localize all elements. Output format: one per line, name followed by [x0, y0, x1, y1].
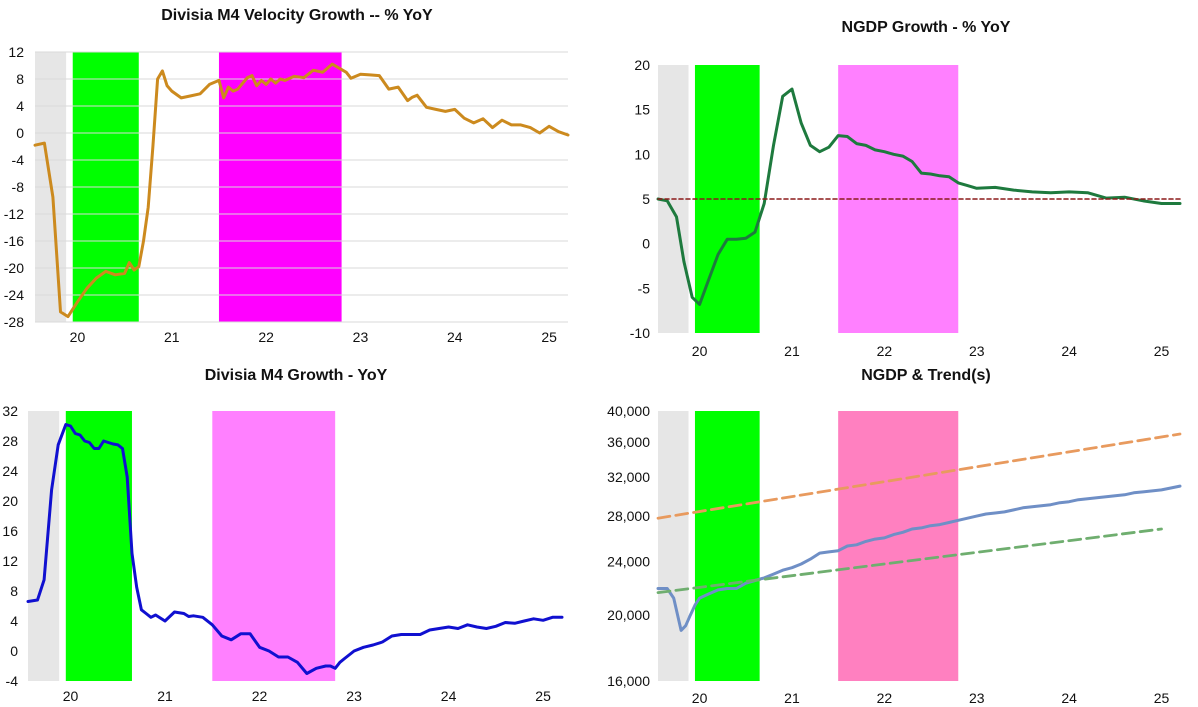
chart-title: NGDP & Trend(s)	[861, 367, 991, 384]
y-tick-label: 0	[16, 125, 24, 141]
chart-title: Divisia M4 Growth - YoY	[205, 367, 388, 384]
y-tick-label: 24,000	[607, 554, 650, 570]
plot-area: 12 8 4 0 -4 -8 -12 -16 -20 -24 -28 20 21 22 23 24 25	[4, 44, 570, 345]
y-tick-label: 4	[16, 98, 24, 114]
y-tick-label: -8	[12, 179, 25, 195]
x-tick-label: 23	[346, 688, 362, 704]
y-tick-label: 40,000	[607, 403, 650, 419]
x-tick-label: 22	[252, 688, 268, 704]
y-tick-label: 15	[634, 102, 650, 118]
y-tick-label: -5	[638, 280, 651, 296]
y-tick-label: 32,000	[607, 469, 650, 485]
y-tick-label: 16,000	[607, 673, 650, 689]
y-tick-label: 0	[642, 236, 650, 252]
x-tick-label: 25	[541, 329, 557, 345]
x-tick-label: 23	[969, 690, 985, 706]
y-tick-label: 12	[2, 553, 18, 569]
shaded-period-gray	[658, 411, 689, 681]
x-tick-label: 21	[784, 690, 800, 706]
x-tick-label: 23	[969, 343, 985, 359]
x-tick-label: 20	[692, 343, 708, 359]
x-tick-label: 25	[535, 688, 551, 704]
y-tick-label: -20	[4, 260, 24, 276]
x-tick-label: 21	[157, 688, 173, 704]
x-tick-label: 25	[1154, 343, 1170, 359]
shaded-period-green	[694, 411, 760, 681]
series-velocity-growth	[33, 62, 570, 319]
series-m4-growth	[26, 423, 564, 675]
shaded-period-gray	[28, 411, 60, 681]
y-tick-label: -16	[4, 233, 24, 249]
y-tick-label: 8	[16, 71, 24, 87]
x-tick-label: 21	[164, 329, 180, 345]
chart-m4-growth: Divisia M4 Growth - YoY 32 28 24 20 16 12 8 4 0 -…	[2, 367, 564, 704]
x-tick-label: 24	[447, 329, 463, 345]
y-tick-label: 12	[8, 44, 24, 60]
x-tick-label: 22	[877, 690, 893, 706]
y-tick-label: 16	[2, 523, 18, 539]
y-tick-label: 36,000	[607, 434, 650, 450]
shaded-period-green	[65, 411, 132, 681]
y-tick-label: -24	[4, 287, 24, 303]
chart-title: Divisia M4 Velocity Growth -- % YoY	[161, 7, 433, 24]
chart-velocity-growth: Divisia M4 Velocity Growth -- % YoY 12 8 4…	[4, 7, 570, 345]
plot-area: 20 15 10 5 0 -5 -10 20 21 22 23 24 25	[630, 57, 1182, 359]
y-tick-label: 4	[10, 613, 18, 629]
plot-area: 32 28 24 20 16 12 8 4 0 -4 20 21 22 23 24 25	[2, 403, 564, 704]
chart-ngdp-trends: NGDP & Trend(s) 40,000 36,000 32,000 28,000…	[607, 367, 1182, 706]
y-tick-label: 28,000	[607, 508, 650, 524]
y-tick-label: 20	[2, 493, 18, 509]
x-tick-label: 20	[63, 688, 79, 704]
chart-title: NGDP Growth - % YoY	[842, 19, 1011, 36]
x-tick-label: 20	[70, 329, 86, 345]
y-tick-label: 28	[2, 433, 18, 449]
x-tick-label: 22	[877, 343, 893, 359]
y-tick-label: 10	[634, 146, 650, 162]
series-ngdp-growth	[656, 87, 1182, 306]
x-tick-label: 24	[1061, 690, 1077, 706]
y-tick-label: -12	[4, 206, 24, 222]
x-tick-label: 24	[441, 688, 457, 704]
series-upper-trend	[656, 432, 1182, 520]
y-tick-label: 8	[10, 583, 18, 599]
x-tick-label: 23	[353, 329, 369, 345]
y-tick-label: -28	[4, 314, 24, 330]
y-tick-label: 24	[2, 463, 18, 479]
y-tick-label: 20	[634, 57, 650, 73]
y-tick-label: 5	[642, 191, 650, 207]
y-tick-label: 0	[10, 643, 18, 659]
y-tick-label: 32	[2, 403, 18, 419]
x-tick-label: 20	[692, 690, 708, 706]
plot-area: 40,000 36,000 32,000 28,000 24,000 20,000 16,0…	[607, 403, 1182, 706]
x-tick-label: 24	[1061, 343, 1077, 359]
series-ngdp	[656, 484, 1182, 632]
y-tick-label: -10	[630, 325, 650, 341]
shaded-period-pink	[838, 411, 959, 681]
y-tick-label: -4	[12, 152, 25, 168]
x-tick-label: 22	[258, 329, 274, 345]
y-tick-label: -4	[6, 673, 19, 689]
x-tick-label: 25	[1154, 690, 1170, 706]
y-tick-label: 20,000	[607, 607, 650, 623]
series-lower-trend	[656, 527, 1163, 595]
x-tick-label: 21	[784, 343, 800, 359]
shaded-period-pink	[212, 411, 336, 681]
